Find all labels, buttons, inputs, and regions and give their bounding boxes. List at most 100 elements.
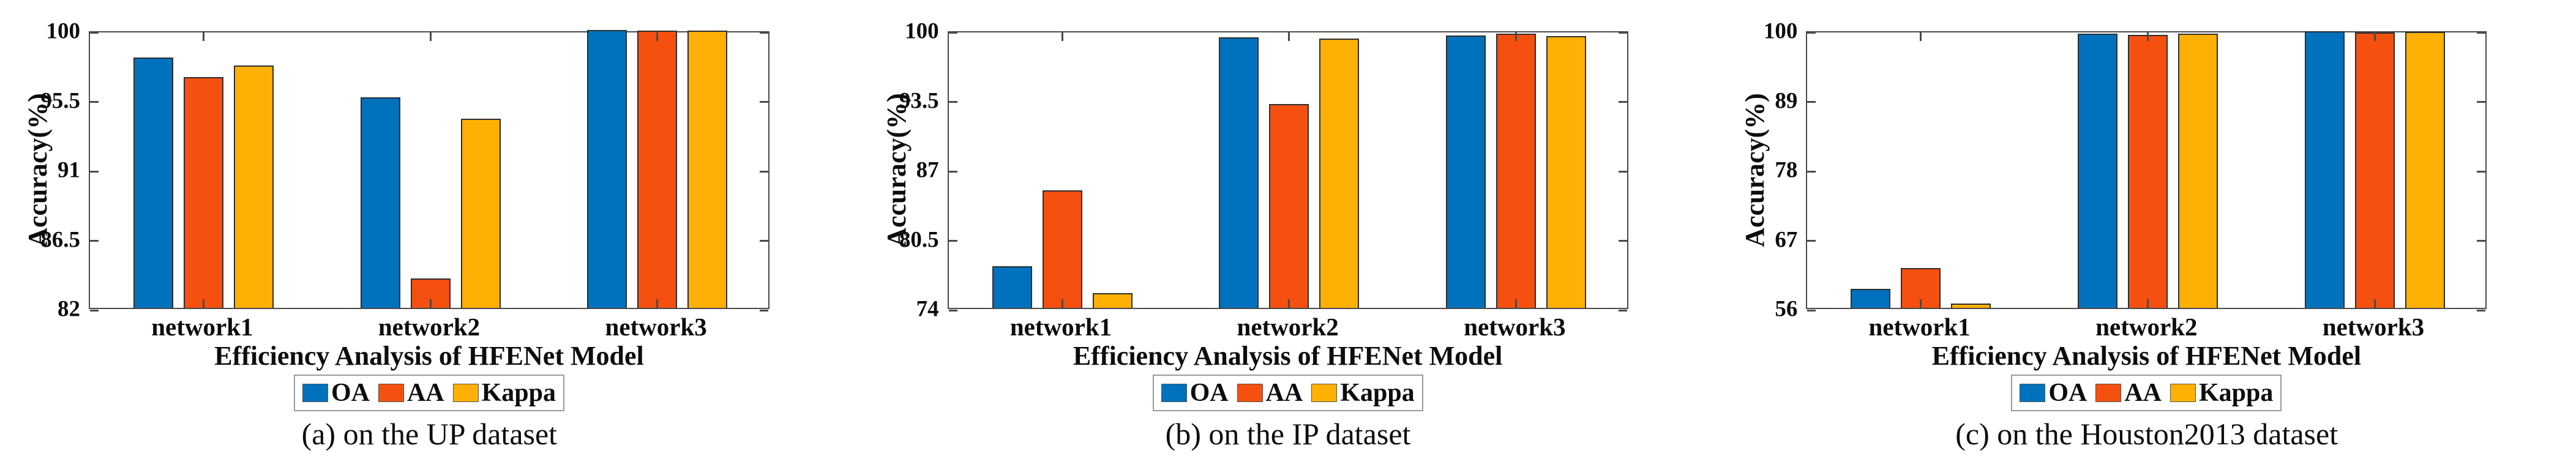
y-tick-mark (90, 170, 99, 173)
category-label-network2: network2 (378, 313, 481, 341)
bar-aa-network3 (637, 31, 678, 308)
legend: OA AA Kappa (293, 375, 565, 411)
y-tick-mark (2477, 240, 2486, 242)
y-tick-mark (1807, 31, 1816, 34)
bar-oa-network3 (587, 30, 627, 308)
y-tick-mark (2477, 309, 2486, 311)
legend-swatch-kappa (452, 384, 479, 402)
category-label-network2: network2 (1237, 313, 1339, 341)
x-tick-mark (656, 32, 659, 41)
bar-kappa-network2 (1319, 38, 1360, 308)
y-tick-label: 80.5 (899, 227, 939, 252)
x-tick-mark (1061, 299, 1063, 308)
bar-kappa-network2 (460, 119, 501, 308)
caption: (a) on the UP dataset (301, 417, 558, 451)
legend-swatch-kappa (1311, 384, 1338, 402)
chart-panel-b: 74 80.5 87 93.5 100 Accuracy(%) network1 networ… (859, 0, 1718, 470)
bar-aa-network3 (1496, 34, 1536, 308)
bar-kappa-network3 (687, 31, 728, 308)
chart-panel-c: 56 67 78 89 100 Accuracy(%) network1 network2 ne… (1717, 0, 2576, 470)
x-tick-mark (429, 32, 432, 41)
y-tick-mark (1618, 31, 1627, 34)
y-tick-mark (948, 309, 957, 311)
legend-label-kappa: Kappa (1340, 379, 1415, 407)
y-tick-mark (760, 240, 768, 242)
legend-label-oa: OA (331, 379, 370, 407)
chart-panel-a: 82 86.5 91 95.5 100 Accuracy(%) network1 networ… (0, 0, 859, 470)
legend-item-kappa: Kappa (452, 380, 556, 406)
legend-swatch-aa (378, 384, 404, 402)
y-tick-mark (2477, 170, 2486, 173)
bar-oa-network2 (360, 97, 400, 308)
y-tick-mark (1807, 170, 1816, 173)
plot-area (947, 31, 1628, 311)
y-tick-label: 95.5 (40, 88, 80, 113)
y-tick-label: 100 (46, 18, 81, 44)
y-tick-label: 89 (1775, 88, 1798, 113)
legend-item-kappa: Kappa (1311, 379, 1415, 407)
y-tick-mark (948, 31, 957, 34)
y-tick-label: 87 (916, 157, 939, 183)
plot-area (1806, 31, 2487, 311)
legend-label-aa: AA (406, 379, 444, 407)
bar-aa-network1 (1042, 190, 1082, 308)
y-axis-title: Accuracy(%) (23, 93, 53, 247)
bar-oa-network1 (1851, 289, 1891, 308)
bar-aa-network3 (2354, 32, 2395, 308)
y-tick-mark (1807, 101, 1816, 103)
category-label-network1: network1 (1868, 313, 1971, 341)
x-axis-title: Efficiency Analysis of HFENet Model (1931, 341, 2362, 371)
legend-swatch-oa (1161, 384, 1187, 402)
y-tick-label: 74 (916, 296, 939, 322)
y-tick-mark (1618, 101, 1627, 103)
x-tick-mark (429, 299, 432, 308)
y-tick-mark (948, 240, 957, 242)
bar-oa-network3 (2304, 31, 2345, 308)
y-tick-mark (90, 31, 99, 34)
legend-swatch-oa (2020, 384, 2046, 402)
bar-oa-network1 (992, 266, 1032, 308)
caption: (c) on the Houston2013 dataset (1955, 417, 2338, 451)
y-tick-label: 78 (1775, 157, 1798, 183)
y-tick-mark (90, 101, 99, 103)
legend-swatch-kappa (2170, 384, 2196, 402)
y-tick-label: 100 (1763, 18, 1798, 44)
bar-aa-network2 (1269, 103, 1309, 308)
bar-aa-network2 (2127, 35, 2168, 308)
legend-item-aa: AA (1237, 380, 1312, 406)
category-label-network3: network3 (1464, 313, 1566, 341)
legend-label-oa: OA (2048, 379, 2087, 407)
legend-item-kappa: Kappa (2170, 380, 2273, 406)
y-tick-label: 100 (905, 18, 939, 44)
y-tick-mark (948, 101, 957, 103)
legend-label-aa: AA (2124, 379, 2162, 407)
legend-swatch-aa (2095, 384, 2122, 402)
legend-label-aa: AA (1265, 379, 1303, 407)
category-label-network3: network3 (2322, 313, 2425, 341)
y-tick-label: 82 (58, 296, 80, 322)
category-label-network2: network2 (2095, 313, 2198, 341)
plot-area (89, 30, 769, 311)
x-tick-mark (2373, 299, 2376, 308)
y-tick-label: 56 (1775, 296, 1798, 322)
legend-swatch-aa (1237, 384, 1263, 402)
bar-kappa-network1 (233, 65, 274, 308)
y-tick-label: 91 (58, 157, 80, 183)
x-tick-mark (1515, 299, 1517, 308)
y-tick-mark (760, 309, 768, 311)
x-tick-mark (656, 299, 659, 308)
y-tick-mark (1618, 170, 1627, 173)
y-axis-title: Accuracy(%) (1740, 93, 1770, 247)
x-tick-mark (2373, 32, 2376, 41)
y-tick-label: 86.5 (40, 227, 80, 252)
x-tick-mark (1288, 32, 1290, 41)
legend-label-kappa: Kappa (2198, 379, 2274, 407)
y-tick-mark (760, 31, 768, 34)
category-label-network3: network3 (605, 313, 707, 341)
y-tick-mark (1618, 309, 1627, 311)
x-tick-mark (1920, 32, 1922, 41)
bar-kappa-network1 (1951, 303, 1991, 308)
bar-aa-network1 (183, 76, 223, 308)
y-tick-label: 93.5 (899, 88, 939, 113)
